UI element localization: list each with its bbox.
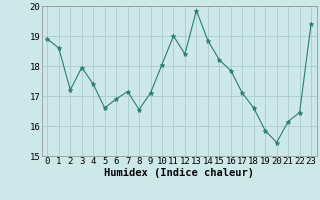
X-axis label: Humidex (Indice chaleur): Humidex (Indice chaleur) — [104, 168, 254, 178]
